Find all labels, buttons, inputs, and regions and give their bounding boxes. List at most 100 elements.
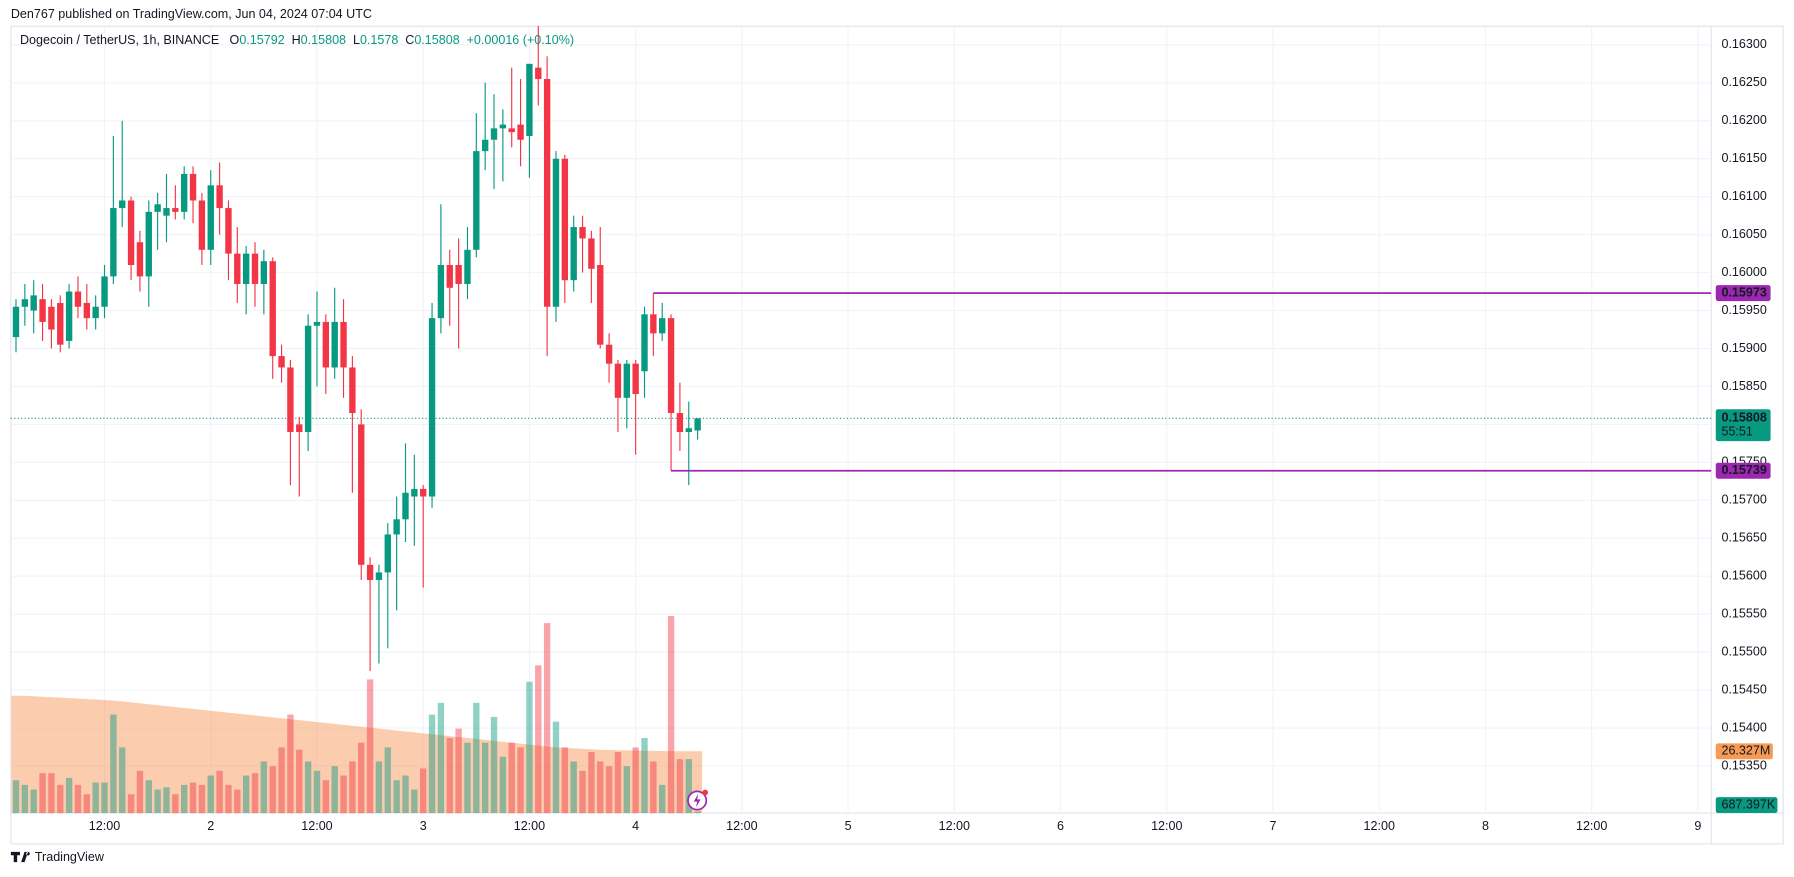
x-tick-label: 12:00 [1364, 819, 1395, 833]
volume-bar [331, 766, 338, 814]
y-tick-label: 0.15450 [1721, 682, 1766, 696]
volume-bar [552, 721, 560, 814]
candle-body [428, 318, 436, 497]
close-value: 0.15808 [414, 33, 459, 47]
volume-bar [597, 761, 604, 814]
volume-bar [623, 766, 630, 814]
volume-bar [393, 780, 400, 814]
candle-body [614, 363, 622, 398]
candle-body [535, 67, 542, 80]
candle-body [561, 158, 569, 281]
volume-bar [313, 770, 321, 814]
volume-bar [340, 775, 347, 814]
candle-body [384, 534, 391, 573]
volume-bar [57, 784, 64, 814]
y-tick-label: 0.16150 [1721, 151, 1766, 165]
volume-bar [543, 623, 551, 814]
candle-body [65, 291, 73, 341]
volume-bar [517, 747, 524, 814]
volume-bar [659, 784, 666, 814]
volume-bar [358, 742, 365, 814]
candle-body [57, 302, 64, 345]
candle-body [39, 299, 46, 322]
volume-bar [234, 789, 241, 814]
candle-body [676, 413, 684, 432]
candle-body [543, 79, 551, 307]
candle-body [110, 208, 117, 277]
open-value: 0.15792 [239, 33, 284, 47]
y-tick-label: 0.15900 [1721, 341, 1766, 355]
volume-bar [189, 782, 197, 814]
volume-bar [650, 761, 657, 814]
candle-body [455, 264, 462, 284]
brand-name: TradingView [35, 850, 105, 864]
candle-body [21, 299, 29, 307]
volume-bar [154, 789, 161, 814]
candle-body [464, 249, 471, 284]
x-tick-label: 12:00 [301, 819, 332, 833]
candle-body [154, 204, 161, 212]
volume-bar [136, 770, 144, 814]
brand-logo [10, 851, 30, 863]
x-tick-label: 12:00 [514, 819, 545, 833]
candle-body [127, 200, 135, 265]
candle-body [570, 227, 577, 281]
volume-bar [349, 761, 356, 814]
volume-bar [455, 728, 462, 814]
y-tick-label: 0.16050 [1721, 227, 1766, 241]
candle-body [340, 321, 347, 368]
candle-body [207, 185, 214, 250]
close-label: C [405, 33, 414, 47]
volume-bar [198, 784, 206, 814]
volume-bar [48, 773, 55, 814]
volume-bar [685, 759, 692, 814]
volume-box [1715, 797, 1778, 814]
candle-body [74, 291, 82, 307]
change-value: +0.00016 (+0.10%) [467, 33, 574, 47]
legend: Dogecoin / TetherUS, 1h, BINANCE O0.1579… [20, 33, 574, 47]
volume-bar [667, 616, 675, 814]
x-tick-label: 9 [1694, 819, 1701, 833]
volume-bar [304, 761, 312, 814]
candle-body [490, 128, 498, 140]
candle-body [322, 321, 330, 368]
volume-bar [119, 747, 126, 814]
volume-bar [473, 702, 480, 814]
candle-body [623, 363, 630, 398]
candle-body [30, 295, 37, 311]
x-tick-label: 12:00 [939, 819, 970, 833]
publish-note: Den767 published on TradingView.com, Jun… [11, 7, 372, 21]
x-tick-label: 6 [1057, 819, 1064, 833]
x-tick-label: 7 [1270, 819, 1277, 833]
volume-bar [375, 761, 383, 814]
volume-bar [437, 702, 445, 814]
volume-bar [278, 747, 285, 814]
y-tick-label: 0.16300 [1721, 37, 1766, 51]
level-label-box [1715, 462, 1771, 479]
level-label-box [1715, 285, 1771, 302]
candle-body [172, 208, 179, 212]
frame [10, 25, 1784, 845]
y-tick-label: 0.15950 [1721, 303, 1766, 317]
volume-bar [216, 770, 223, 814]
candle-body [375, 572, 383, 581]
candle-body [269, 261, 276, 357]
volume-bar [570, 761, 577, 814]
alert-dot [702, 789, 709, 796]
y-tick-label: 0.15350 [1721, 758, 1766, 772]
volume-bar [526, 681, 533, 814]
candle-body [366, 564, 374, 581]
volume-bar [225, 784, 232, 814]
plot-layer: 0.15350 0.15400 0.15450 0.15500 0.15550 0.156… [10, 25, 1778, 833]
volume-bar [428, 714, 436, 814]
volume-bar [490, 716, 498, 814]
logo-mark [10, 851, 30, 863]
candle-body [145, 211, 152, 277]
candle-body [481, 139, 489, 152]
x-tick-label: 12:00 [1151, 819, 1182, 833]
level-label: 0.15739 [1721, 463, 1766, 477]
y-tick-label: 0.15400 [1721, 720, 1766, 734]
volume-bar [508, 742, 515, 814]
volume-bar [446, 738, 453, 814]
